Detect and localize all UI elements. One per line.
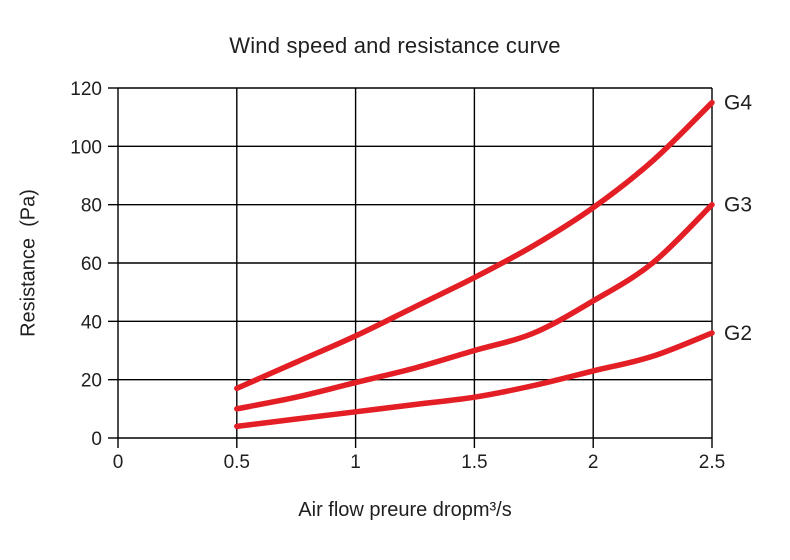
- curve-g2: [234, 330, 715, 430]
- y-tick-label: 120: [70, 79, 102, 100]
- x-tick-label: 0: [113, 452, 124, 473]
- x-tick-label: 1: [350, 452, 361, 473]
- chart-title: Wind speed and resistance curve: [229, 33, 561, 58]
- y-tick-label: 80: [81, 196, 102, 217]
- x-axis-label: Air flow preure dropm³/s: [298, 499, 512, 521]
- y-tick-label: 100: [70, 137, 102, 158]
- x-tick-label: 1.5: [461, 452, 487, 473]
- x-tick-label: 2: [588, 452, 599, 473]
- curve-label-g4: G4: [724, 92, 752, 115]
- y-tick-label: 40: [81, 312, 102, 333]
- x-tick-label: 2.5: [699, 452, 725, 473]
- x-tick-label: 0.5: [224, 452, 250, 473]
- y-tick-label: 20: [81, 371, 102, 392]
- curve-g4: [234, 99, 715, 392]
- curve-g3: [234, 201, 715, 412]
- curve-label-g2: G2: [724, 322, 752, 345]
- y-tick-label: 60: [81, 254, 102, 275]
- y-tick-label: 0: [91, 429, 102, 450]
- curve-label-g3: G3: [724, 194, 752, 217]
